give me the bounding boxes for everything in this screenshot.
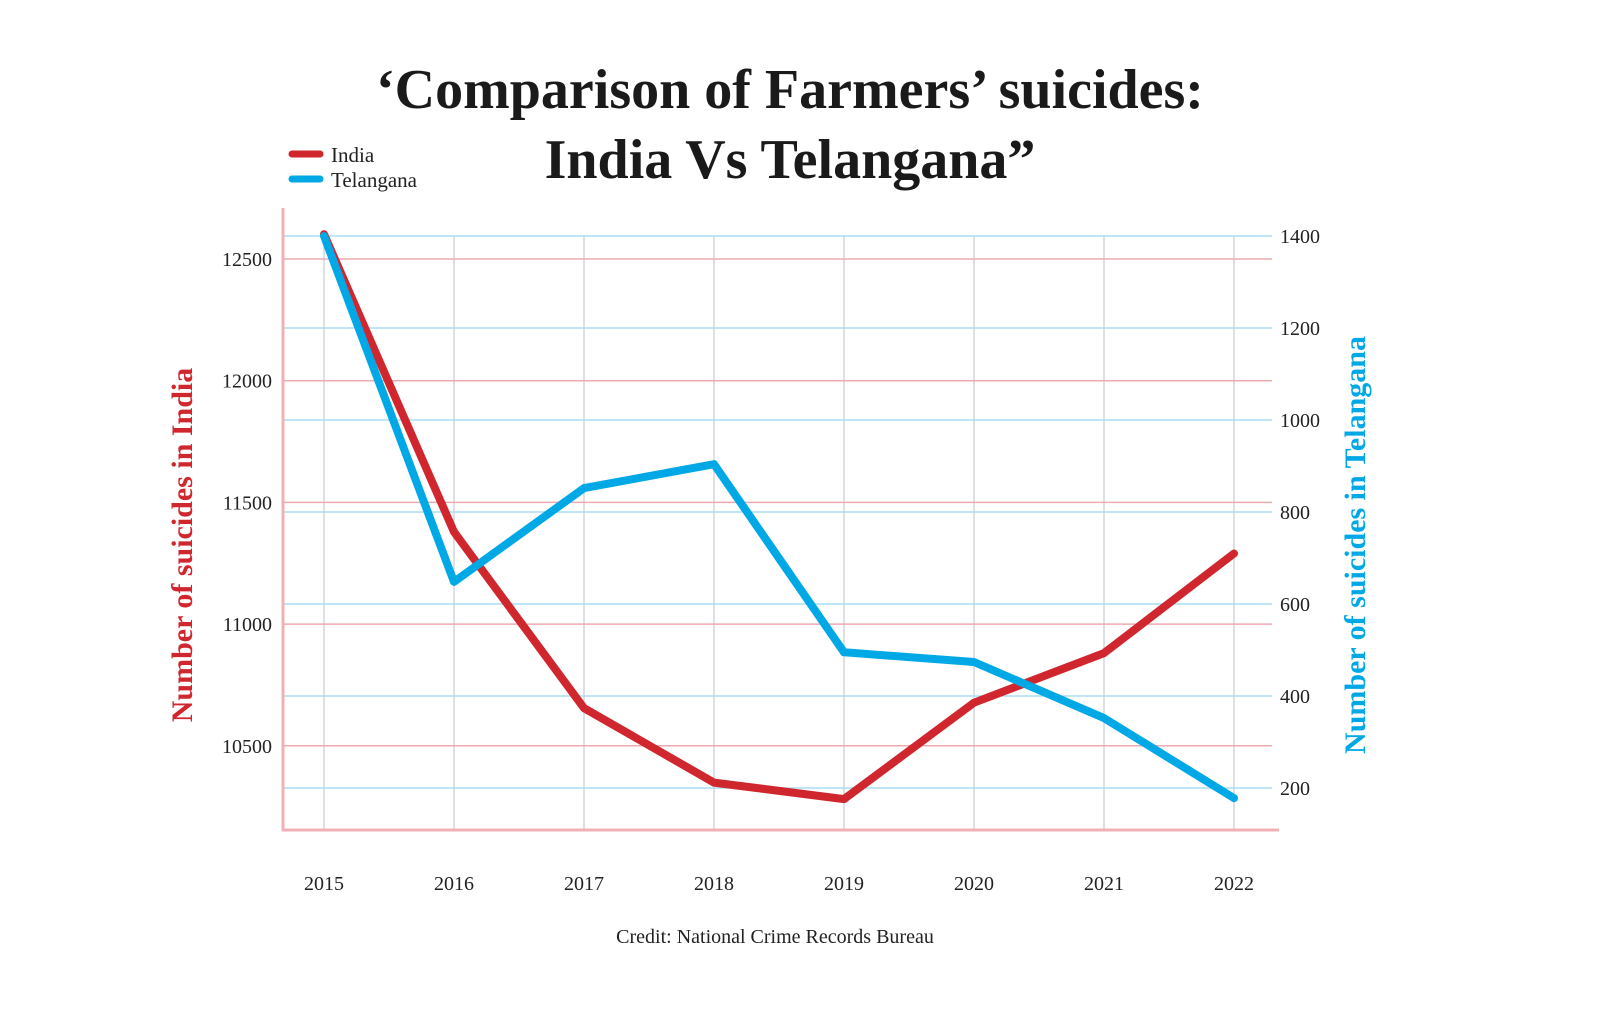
x-tick-label: 2018 bbox=[694, 873, 734, 895]
x-tick-label: 2017 bbox=[564, 873, 604, 895]
chart-title-line2: India Vs Telangana” bbox=[545, 129, 1036, 191]
y-right-tick-label: 1000 bbox=[1280, 410, 1320, 432]
y-right-tick-label: 200 bbox=[1280, 778, 1310, 800]
x-tick-label: 2020 bbox=[954, 873, 994, 895]
y-right-tick-label: 1200 bbox=[1280, 318, 1320, 340]
x-tick-label: 2022 bbox=[1214, 873, 1254, 895]
series-line-india bbox=[320, 230, 1238, 804]
legend-label-telangana: Telangana bbox=[331, 168, 418, 192]
series-line-telangana bbox=[320, 232, 1238, 803]
y-left-tick-label: 10500 bbox=[222, 736, 272, 758]
chart-title-line1: ‘Comparison of Farmers’ suicides: bbox=[376, 59, 1204, 121]
y-left-tick-label: 12500 bbox=[222, 249, 272, 271]
y-right-tick-label: 600 bbox=[1280, 594, 1310, 616]
legend-label-india: India bbox=[331, 143, 375, 167]
axes: 2015 2016 2017 2018 2019 2020 2021 2022 10500 110… bbox=[222, 208, 1320, 895]
y-left-tick-label: 12000 bbox=[222, 371, 272, 393]
grid bbox=[283, 235, 1272, 830]
x-tick-label: 2016 bbox=[434, 873, 474, 895]
x-tick-label: 2021 bbox=[1084, 873, 1124, 895]
series bbox=[320, 230, 1238, 804]
y-axis-left-label: Number of suicides in India bbox=[166, 368, 199, 723]
x-tick-label: 2019 bbox=[824, 873, 864, 895]
y-left-tick-label: 11500 bbox=[223, 492, 272, 514]
credit: Credit: National Crime Records Bureau bbox=[616, 926, 934, 948]
y-right-tick-label: 400 bbox=[1280, 686, 1310, 708]
y-left-tick-label: 11000 bbox=[223, 614, 272, 636]
y-right-tick-label: 1400 bbox=[1280, 226, 1320, 248]
x-tick-label: 2015 bbox=[304, 873, 344, 895]
y-right-tick-label: 800 bbox=[1280, 502, 1310, 524]
legend: India Telangana bbox=[288, 143, 418, 192]
y-axis-right-label: Number of suicides in Telangana bbox=[1339, 336, 1372, 754]
